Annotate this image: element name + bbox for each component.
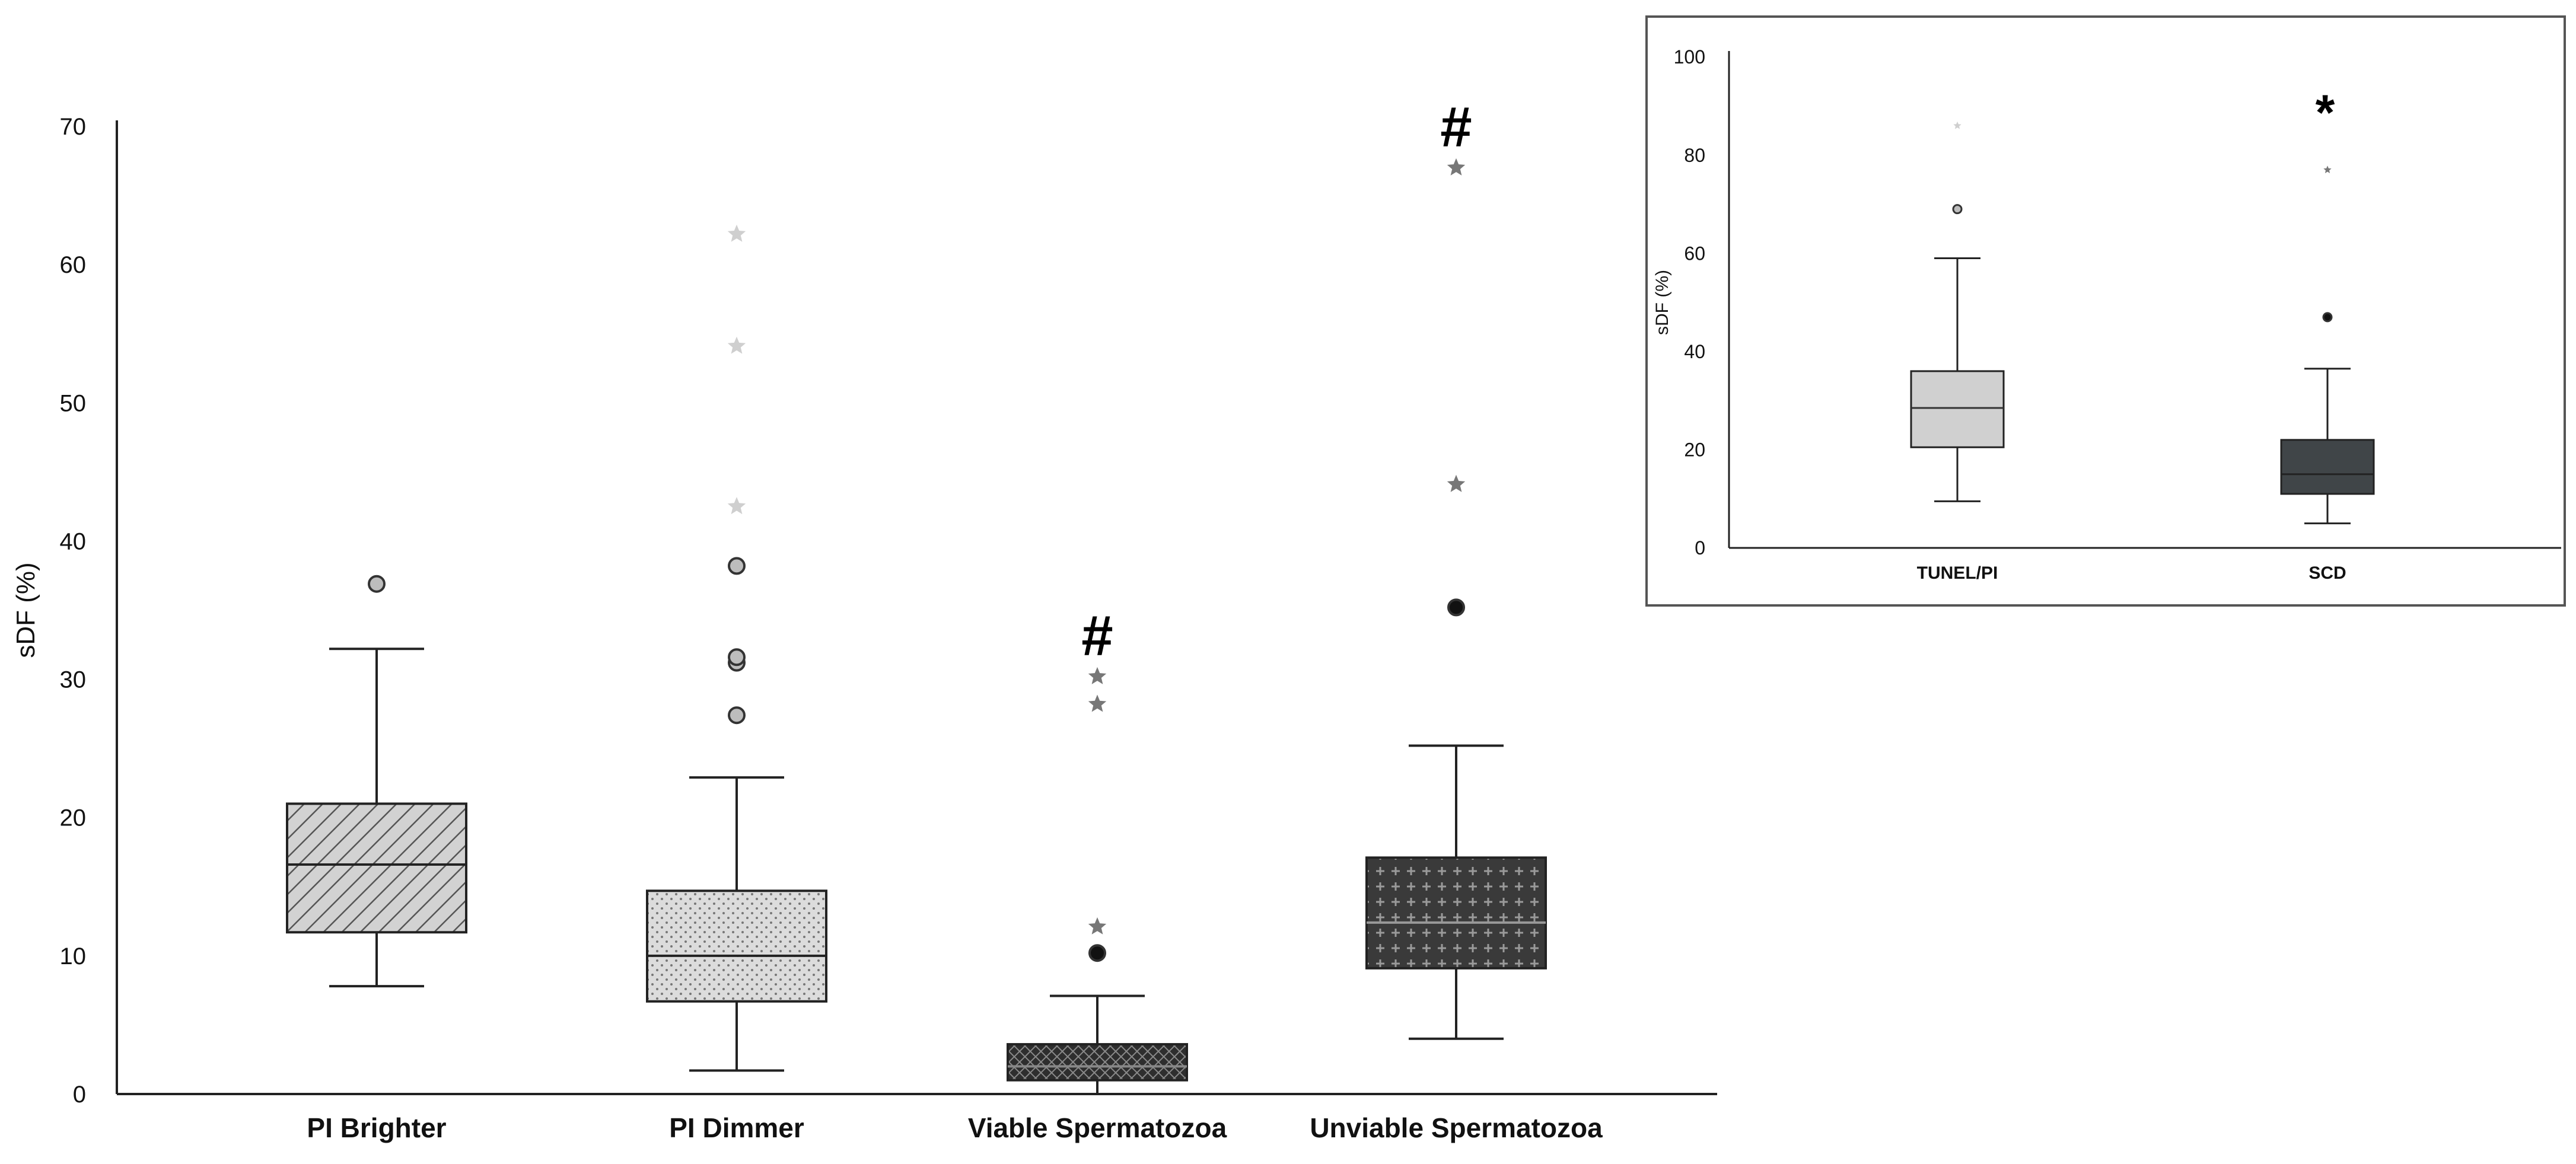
y-tick-label: 40 xyxy=(1684,341,1705,362)
extreme-point xyxy=(727,224,746,242)
y-tick-label: 80 xyxy=(1684,145,1705,166)
extreme-point xyxy=(1447,474,1466,492)
y-tick-label: 50 xyxy=(60,390,87,416)
outlier-point xyxy=(728,557,746,575)
outlier-point xyxy=(728,706,746,725)
y-axis-label: sDF (%) xyxy=(11,562,40,658)
outlier-point xyxy=(368,575,386,593)
outlier-point xyxy=(728,648,746,666)
box-2 xyxy=(646,224,827,1072)
y-tick-label: 40 xyxy=(60,528,87,554)
iqr-box xyxy=(286,802,467,934)
extreme-point xyxy=(1447,158,1466,176)
extreme-point xyxy=(2323,165,2332,174)
significance-mark: * xyxy=(2316,84,2335,140)
extreme-point xyxy=(1088,917,1107,935)
outlier-point xyxy=(2322,312,2333,323)
x-category-label: TUNEL/PI xyxy=(1917,563,1998,583)
iqr-box xyxy=(1365,856,1547,970)
y-tick-label: 0 xyxy=(1695,537,1705,559)
outlier-point xyxy=(1447,598,1465,617)
box-3: # xyxy=(1007,604,1188,1095)
y-tick-label: 60 xyxy=(60,252,87,278)
inset-chart: 0 20 40 60 80 100 sDF (%) TUNEL/PI * SCD xyxy=(1645,15,2566,607)
significance-mark: # xyxy=(1081,604,1113,668)
iqr-box xyxy=(646,889,827,1003)
inset-frame xyxy=(1645,15,2566,607)
main-chart: 0 10 20 30 40 50 60 70 sDF (%) PI Brighter PI Dimm… xyxy=(11,95,1717,1143)
x-category-label: Unviable Spermatozoa xyxy=(1310,1112,1603,1143)
y-tick-label: 30 xyxy=(60,667,87,693)
extreme-point xyxy=(727,497,746,515)
box-4: # xyxy=(1365,95,1547,1040)
y-tick-label: 70 xyxy=(60,114,87,140)
outlier-point xyxy=(1952,204,1963,215)
extreme-point xyxy=(727,336,746,354)
extreme-point xyxy=(1088,694,1107,712)
y-axis-label: sDF (%) xyxy=(1652,270,1672,335)
box-2: * xyxy=(2280,84,2375,525)
iqr-box xyxy=(1910,370,2005,448)
box-1 xyxy=(1910,121,2005,502)
y-tick-label: 0 xyxy=(73,1082,86,1108)
iqr-box xyxy=(2280,439,2375,495)
y-tick-label: 60 xyxy=(1684,243,1705,264)
y-tick-label: 20 xyxy=(60,805,87,831)
extreme-point xyxy=(1953,121,1962,129)
outlier-point xyxy=(1088,944,1106,962)
y-tick-label: 20 xyxy=(1684,439,1705,461)
y-tick-label: 100 xyxy=(1674,46,1705,68)
x-category-label: PI Brighter xyxy=(307,1112,446,1143)
extreme-point xyxy=(1088,666,1107,684)
x-category-label: SCD xyxy=(2308,563,2346,583)
x-category-label: Viable Spermatozoa xyxy=(968,1112,1227,1143)
box-1 xyxy=(286,575,467,988)
significance-mark: # xyxy=(1440,95,1472,159)
iqr-box xyxy=(1007,1043,1188,1082)
y-tick-label: 10 xyxy=(60,943,87,970)
x-category-label: PI Dimmer xyxy=(669,1112,804,1143)
